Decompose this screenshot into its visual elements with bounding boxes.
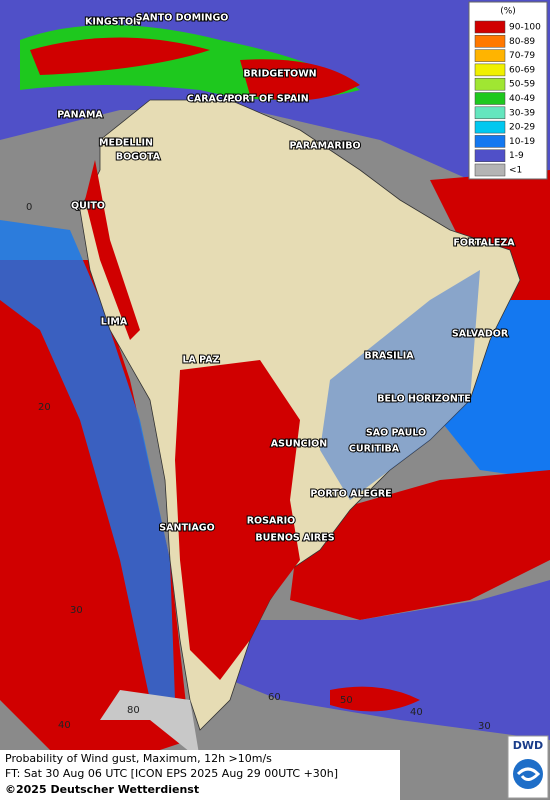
grid-label: 0 bbox=[26, 202, 32, 213]
grid-label: 50 bbox=[340, 695, 353, 706]
city-label: BUENOS AIRES bbox=[255, 533, 334, 544]
south-atlantic-band bbox=[230, 580, 550, 740]
city-label: FORTALEZA bbox=[453, 238, 515, 249]
argentina-red bbox=[175, 360, 300, 680]
legend-label: 50-59 bbox=[509, 80, 535, 90]
city-label: QUITO bbox=[71, 201, 105, 212]
city-label: SALVADOR bbox=[452, 329, 509, 340]
city-label: SAO PAULO bbox=[366, 428, 426, 439]
legend-swatch bbox=[474, 149, 506, 162]
grid-labels: 0 20 30 40 80 60 50 40 30 bbox=[26, 202, 491, 732]
city-label: SANTIAGO bbox=[159, 523, 214, 534]
caribbean-red bbox=[30, 37, 210, 75]
legend-swatch bbox=[474, 49, 506, 62]
legend-swatch bbox=[474, 163, 506, 177]
caribbean-red2 bbox=[240, 59, 360, 101]
legend-label: 40-49 bbox=[509, 94, 535, 104]
grid-label: 20 bbox=[38, 402, 51, 413]
city-label: CARACAS bbox=[187, 94, 237, 105]
city-label: BELO HORIZONTE bbox=[377, 394, 471, 405]
footer-line: ©2025 Deutscher Wetterdienst bbox=[5, 783, 199, 796]
drake-red bbox=[330, 686, 420, 712]
city-labels: KINGSTON SANTO DOMINGO BRIDGETOWN CARACA… bbox=[56, 12, 516, 545]
footer: Probability of Wind gust, Maximum, 12h >… bbox=[0, 735, 549, 800]
legend-label: 10-19 bbox=[509, 137, 535, 147]
legend-swatch bbox=[474, 106, 506, 120]
footer-line: FT: Sat 30 Aug 06 UTC [ICON EPS 2025 Aug… bbox=[5, 767, 338, 780]
grid-label: 80 bbox=[127, 705, 140, 716]
logo-text: DWD bbox=[513, 739, 543, 752]
city-label: KINGSTON bbox=[85, 17, 141, 28]
grid-label: 30 bbox=[478, 721, 491, 732]
pacific-band bbox=[0, 220, 175, 700]
south-band bbox=[100, 690, 200, 760]
brazil-band bbox=[320, 270, 480, 500]
city-label: CURITIBA bbox=[349, 444, 400, 455]
andes-red bbox=[85, 160, 140, 340]
city-label: PORT OF SPAIN bbox=[227, 94, 308, 105]
legend-swatch bbox=[474, 92, 506, 105]
city-label: ASUNCION bbox=[271, 439, 327, 450]
legend-label: 1-9 bbox=[509, 151, 524, 161]
logo-swirl bbox=[516, 767, 541, 781]
legend-swatch bbox=[474, 135, 506, 148]
legend-label: 60-69 bbox=[509, 65, 535, 75]
legend-swatch bbox=[474, 20, 506, 34]
legend-swatch bbox=[474, 77, 506, 91]
city-label: ROSARIO bbox=[247, 516, 296, 527]
legend-label: <1 bbox=[509, 166, 522, 176]
city-label: LA PAZ bbox=[182, 355, 219, 366]
legend-label: 90-100 bbox=[509, 23, 541, 33]
legend: (%) 90-100 80-89 70-79 60-69 50-59 40-49 30-39… bbox=[468, 1, 548, 180]
city-label: MEDELLIN bbox=[99, 138, 153, 149]
legend-label: 80-89 bbox=[509, 37, 535, 47]
legend-swatch bbox=[474, 35, 506, 48]
south-atlantic-red bbox=[290, 470, 550, 620]
logo-mark bbox=[513, 759, 543, 789]
city-label: SANTO DOMINGO bbox=[136, 13, 229, 24]
legend-swatch bbox=[474, 63, 506, 77]
legend-swatch bbox=[474, 120, 506, 134]
grid-label: 40 bbox=[410, 707, 423, 718]
grid-label: 60 bbox=[268, 692, 281, 703]
city-label: BRASILIA bbox=[364, 351, 414, 362]
city-label: PANAMA bbox=[57, 110, 103, 121]
city-label: LIMA bbox=[101, 317, 128, 328]
legend-title: (%) bbox=[500, 7, 516, 17]
grid-label: 30 bbox=[70, 605, 83, 616]
city-label: BRIDGETOWN bbox=[243, 69, 316, 80]
grid-label: 40 bbox=[58, 720, 71, 731]
legend-label: 30-39 bbox=[509, 108, 535, 118]
footer-box bbox=[0, 750, 400, 800]
legend-label: 70-79 bbox=[509, 51, 535, 61]
legend-label: 20-29 bbox=[509, 123, 535, 133]
footer-line: Probability of Wind gust, Maximum, 12h >… bbox=[5, 752, 272, 765]
city-label: PARAMARIBO bbox=[289, 141, 360, 152]
city-label: PORTO ALEGRE bbox=[310, 489, 391, 500]
city-label: BOGOTA bbox=[116, 152, 161, 163]
